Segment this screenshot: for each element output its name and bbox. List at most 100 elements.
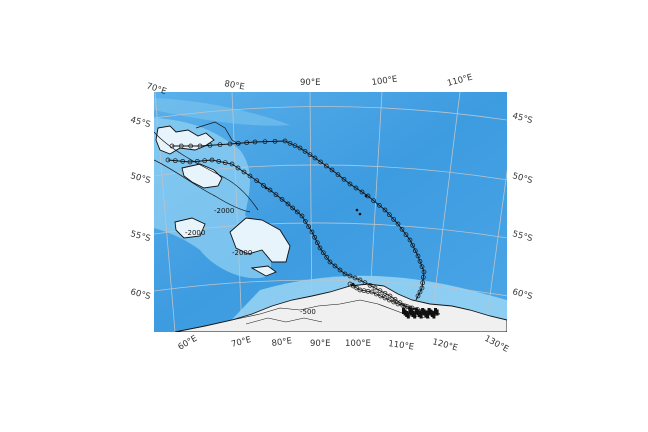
track-northern-marker [292,143,298,149]
station-cluster-marker [408,308,412,314]
bottom-lon-100e: 100°E [345,339,371,349]
track-southern-marker [209,157,215,163]
track-northern-marker [341,176,347,182]
heard-island-area [181,163,223,189]
track-northern-marker [412,248,418,254]
bottom-longitude-labels: 60°E 70°E 80°E 90°E 100°E 110°E 120°E 13… [177,334,511,355]
track-northern-line [172,140,425,301]
track-coastal-marker [404,304,410,310]
track-southern-marker [306,224,312,230]
track-northern-marker [262,139,268,145]
track-southern-marker [260,182,266,188]
track-northern-marker [399,226,405,232]
map-panel [154,92,507,332]
station-cluster-marker [422,309,426,316]
station-cluster-marker [430,311,434,317]
contours-layer [154,121,259,213]
track-coastal-marker [386,297,392,303]
track-northern-marker [312,155,318,161]
isolated-station-marker [358,212,362,216]
contour-label-1: -2000 [214,207,234,215]
station-cluster-marker [411,311,415,317]
track-northern-marker [359,189,365,195]
track-southern-marker [377,288,383,294]
track-southern-marker [187,159,193,165]
track-northern-marker [302,148,308,154]
track-coastal-marker [369,289,375,295]
track-southern-marker [279,196,285,202]
bottom-lon-110e: 110°E [388,339,415,353]
track-southern-marker [290,205,296,211]
track-coastal-marker [373,291,379,297]
track-southern-marker [312,234,318,240]
track-southern-marker [285,201,291,207]
antarctic-coast [174,283,507,332]
track-northern-marker [347,181,353,187]
track-coastal-marker [400,302,406,308]
track-coastal-marker [354,285,360,291]
track-southern-marker [172,158,178,164]
track-southern-marker [327,259,333,265]
isolated-station-marker [364,194,368,198]
track-northern-marker [235,140,241,146]
track-coastal-marker [378,293,384,299]
track-northern-marker [272,138,278,144]
station-cluster-marker [427,308,431,314]
contour-label-2: -2000 [185,229,205,237]
track-southern-marker [337,267,343,273]
track-southern-marker [324,254,330,260]
track-northern-marker [421,269,427,275]
track-northern-marker [419,264,425,270]
right-lat-55s: 55°S [511,229,533,244]
station-cluster-marker [432,312,436,319]
track-northern-marker [417,258,423,264]
station-cluster-marker [405,311,409,317]
track-northern-marker [335,172,341,178]
track-southern-marker [235,165,241,171]
bottom-lon-120e: 120°E [431,337,459,353]
track-northern-marker [227,141,233,147]
track-northern-marker [287,140,293,146]
northern-shallows [154,98,290,126]
track-southern-marker [372,285,378,291]
bottom-lon-80e: 80°E [271,336,293,349]
track-southern-marker [362,280,368,286]
track-northern-marker [318,159,324,165]
track-northern-marker [297,145,303,151]
station-cluster-marker [402,308,405,314]
station-cluster-marker [413,312,417,319]
banks-2000-south [229,217,291,263]
isolated-station-marker [355,208,359,212]
station-cluster-marker [418,311,421,317]
track-northern-marker [376,202,382,208]
bottom-lon-70e: 70°E [230,335,252,350]
left-lat-55s: 55°S [129,229,151,244]
track-southern-marker [347,273,353,279]
right-lat-50s: 50°S [511,171,533,186]
contour-b [154,159,251,213]
track-northern-marker [386,212,392,218]
track-northern-marker [329,167,335,173]
top-lon-90e: 90°E [300,78,320,88]
track-coastal-marker [391,299,397,305]
tracks-layer [165,138,441,319]
track-northern-marker [353,185,359,191]
track-northern-marker [419,285,425,291]
left-lat-60s: 60°S [129,287,151,302]
parallel-45s [154,106,507,121]
track-northern-marker [415,293,421,299]
station-cluster-marker [414,308,418,314]
track-southern-marker [294,209,300,215]
track-southern-marker [267,187,273,193]
parallel-60s [154,279,507,297]
track-southern-marker [382,290,388,296]
bottom-lon-60e: 60°E [177,334,200,353]
track-southern-marker [247,173,253,179]
track-northern-marker [415,253,421,259]
contour-c [195,121,241,146]
track-northern-marker [323,163,329,169]
coast-contour [245,317,323,325]
station-cluster-marker [434,308,437,314]
bottom-lon-90e: 90°E [310,339,330,349]
small-bank [250,265,277,277]
